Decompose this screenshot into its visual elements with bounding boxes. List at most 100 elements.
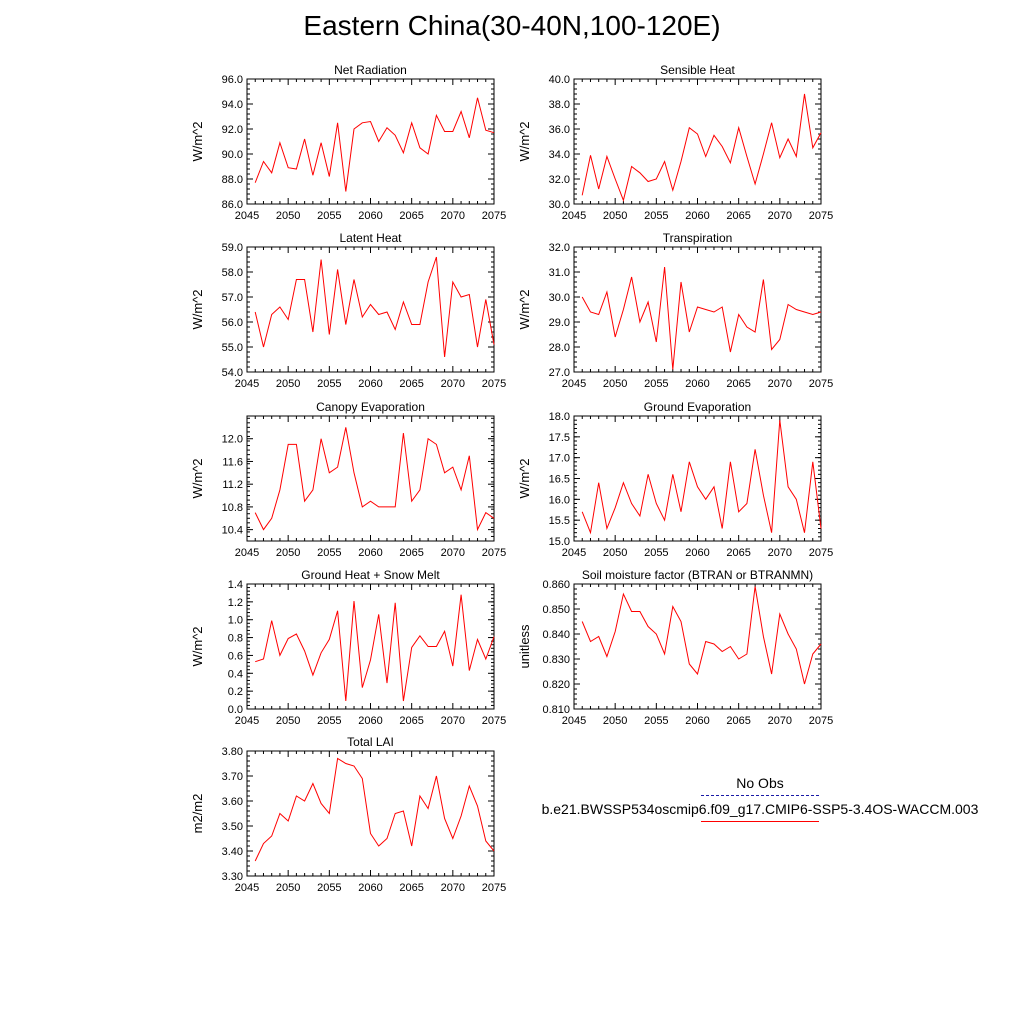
series-line	[581, 420, 822, 535]
x-tick-label: 2055	[644, 715, 668, 727]
series-line	[581, 266, 822, 370]
figure-title: Eastern China(30-40N,100-120E)	[303, 10, 721, 41]
x-tick-label: 2055	[317, 378, 341, 390]
x-tick-label: 2075	[482, 210, 506, 222]
y-axis-label: W/m^2	[190, 289, 205, 329]
y-tick-label: 15.5	[549, 515, 570, 527]
series-line	[581, 93, 822, 202]
y-axis-label: W/m^2	[190, 121, 205, 161]
x-tick-label: 2060	[358, 210, 382, 222]
x-tick-label: 2060	[358, 547, 382, 559]
y-tick-label: 30.0	[549, 292, 570, 304]
series-line	[254, 97, 495, 192]
y-tick-label: 96.0	[222, 74, 243, 86]
x-tick-label: 2075	[482, 547, 506, 559]
x-tick-label: 2045	[562, 547, 586, 559]
x-tick-label: 2070	[441, 715, 465, 727]
x-tick-label: 2065	[399, 882, 423, 894]
y-tick-label: 18.0	[549, 411, 570, 423]
plot-frame	[573, 583, 822, 710]
y-tick-label: 10.4	[222, 525, 243, 537]
panel-title: Total LAI	[347, 735, 394, 749]
y-tick-label: 28.0	[549, 342, 570, 354]
y-tick-label: 59.0	[222, 242, 243, 254]
y-tick-label: 94.0	[222, 99, 243, 111]
x-tick-label: 2070	[441, 378, 465, 390]
legend-model-label: b.e21.BWSSP534oscmip6.f09_g17.CMIP6-SSP5…	[541, 801, 979, 817]
y-tick-label: 17.0	[549, 453, 570, 465]
x-tick-label: 2065	[399, 378, 423, 390]
x-tick-label: 2050	[276, 715, 300, 727]
panel-title: Net Radiation	[334, 63, 407, 77]
legend-model: b.e21.BWSSP534oscmip6.f09_g17.CMIP6-SSP5…	[520, 801, 1000, 825]
legend-obs-line	[701, 795, 819, 796]
y-axis-label: W/m^2	[190, 626, 205, 666]
plot-frame	[246, 78, 495, 205]
y-tick-label: 0.860	[542, 579, 570, 591]
y-tick-label: 92.0	[222, 124, 243, 136]
panel-title: Latent Heat	[339, 231, 402, 245]
y-tick-label: 11.6	[222, 456, 243, 468]
y-tick-label: 3.60	[222, 796, 243, 808]
x-tick-label: 2075	[809, 715, 833, 727]
panel-title: Canopy Evaporation	[316, 400, 425, 414]
y-tick-label: 0.8	[228, 633, 243, 645]
y-tick-label: 0.850	[542, 604, 570, 616]
y-tick-label: 55.0	[222, 342, 243, 354]
series-line	[254, 757, 495, 862]
x-tick-label: 2065	[726, 715, 750, 727]
x-tick-label: 2075	[809, 547, 833, 559]
x-tick-label: 2045	[235, 378, 259, 390]
x-tick-label: 2055	[644, 378, 668, 390]
legend-obs-label: No Obs	[736, 775, 784, 791]
plot-frame	[573, 246, 822, 373]
y-tick-label: 1.2	[228, 597, 243, 609]
y-tick-label: 40.0	[549, 74, 570, 86]
y-tick-label: 58.0	[222, 267, 243, 279]
y-tick-label: 30.0	[549, 199, 570, 211]
y-tick-label: 32.0	[549, 242, 570, 254]
x-tick-label: 2050	[603, 547, 627, 559]
panel-7: Soil moisture factor (BTRAN or BTRANMN) u…	[517, 568, 833, 727]
x-tick-label: 2045	[235, 547, 259, 559]
y-axis-label: W/m^2	[517, 458, 532, 498]
y-tick-label: 54.0	[222, 367, 243, 379]
x-tick-label: 2055	[317, 882, 341, 894]
y-tick-label: 0.810	[542, 704, 570, 716]
x-tick-label: 2060	[358, 715, 382, 727]
x-tick-label: 2070	[768, 378, 792, 390]
y-tick-label: 0.6	[228, 650, 243, 662]
y-tick-label: 3.70	[222, 771, 243, 783]
x-tick-label: 2060	[358, 882, 382, 894]
x-tick-label: 2055	[317, 210, 341, 222]
y-axis-label: unitless	[517, 624, 532, 669]
y-tick-label: 0.840	[542, 629, 570, 641]
y-tick-label: 31.0	[549, 267, 570, 279]
x-tick-label: 2045	[235, 210, 259, 222]
x-tick-label: 2050	[276, 882, 300, 894]
x-tick-label: 2050	[603, 378, 627, 390]
x-tick-label: 2075	[809, 210, 833, 222]
plot-frame	[573, 78, 822, 205]
y-tick-label: 15.0	[549, 536, 570, 548]
x-tick-label: 2070	[768, 210, 792, 222]
panel-3: Transpiration W/m^2 2045 2050 2055 2060 2065 20…	[517, 231, 833, 390]
x-tick-label: 2075	[482, 378, 506, 390]
y-tick-label: 27.0	[549, 367, 570, 379]
y-tick-label: 38.0	[549, 99, 570, 111]
x-tick-label: 2055	[317, 715, 341, 727]
x-tick-label: 2070	[441, 210, 465, 222]
y-tick-label: 32.0	[549, 174, 570, 186]
panel-0: Net Radiation W/m^2 2045 2050 2055 2060 2065 20…	[190, 63, 506, 222]
plot-frame	[246, 750, 495, 877]
y-tick-label: 36.0	[549, 124, 570, 136]
panel-8: Total LAI m2/m2 2045 2050 2055 2060 2065 2070 20…	[190, 735, 506, 894]
x-tick-label: 2075	[482, 715, 506, 727]
legend-obs: No Obs	[520, 775, 1000, 799]
panel-title: Ground Heat + Snow Melt	[301, 568, 440, 582]
series-line	[254, 256, 495, 358]
x-tick-label: 2045	[562, 715, 586, 727]
x-tick-label: 2065	[399, 547, 423, 559]
y-tick-label: 0.2	[228, 686, 243, 698]
